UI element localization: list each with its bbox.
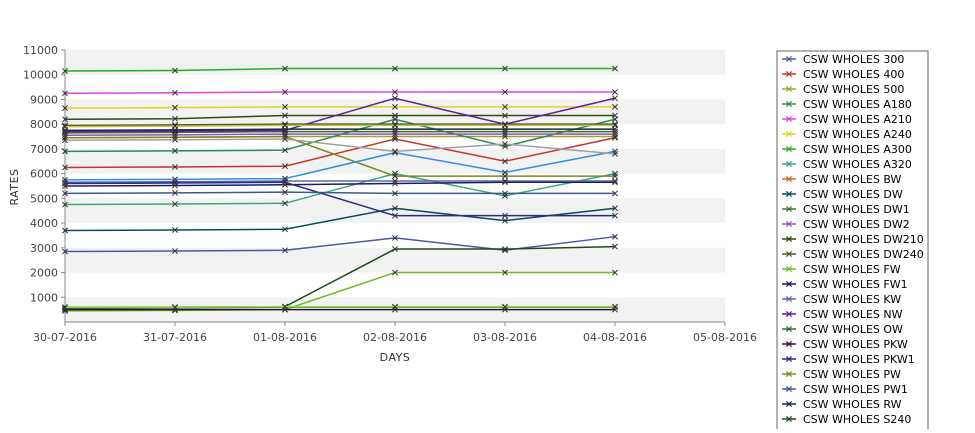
legend-label: CSW WHOLES A210 (803, 113, 912, 126)
legend-label: CSW WHOLES A180 (803, 98, 912, 111)
legend-label: CSW WHOLES KW (803, 293, 901, 306)
series-line (65, 129, 615, 130)
legend-label: CSW WHOLES DW2 (803, 218, 910, 231)
y-tick-label: 8000 (30, 118, 58, 131)
legend-label: CSW WHOLES DW1 (803, 203, 910, 216)
legend-label: CSW WHOLES A240 (803, 128, 912, 141)
x-tick-label: 30-07-2016 (33, 331, 97, 344)
legend-label: CSW WHOLES FW (803, 263, 901, 276)
y-tick-label: 7000 (30, 143, 58, 156)
y-tick-label: 11000 (23, 44, 58, 57)
legend-label: CSW WHOLES PKW (803, 338, 908, 351)
legend-label: CSW WHOLES 500 (803, 83, 904, 96)
y-tick-label: 4000 (30, 217, 58, 230)
legend-label: CSW WHOLES OW (803, 323, 903, 336)
legend-label: CSW WHOLES 300 (803, 53, 904, 66)
x-tick-label: 03-08-2016 (473, 331, 537, 344)
legend-label: CSW WHOLES DW210 (803, 233, 924, 246)
legend-label: CSW WHOLES DW (803, 188, 903, 201)
series-line (65, 92, 615, 93)
y-tick-label: 1000 (30, 291, 58, 304)
legend-label: CSW WHOLES PW (803, 368, 901, 381)
y-tick-label: 5000 (30, 192, 58, 205)
legend-label: CSW WHOLES PKW1 (803, 353, 915, 366)
y-tick-label: 3000 (30, 242, 58, 255)
grid-band (65, 198, 725, 223)
legend: CSW WHOLES 300 CSW WHOLES 400 CSW WHOLES 5… (777, 51, 928, 429)
legend-label: CSW WHOLES FW1 (803, 278, 908, 291)
x-tick-label: 04-08-2016 (583, 331, 647, 344)
legend-label: CSW WHOLES PW1 (803, 383, 908, 396)
y-tick-label: 9000 (30, 93, 58, 106)
legend-label: CSW WHOLES BW (803, 173, 902, 186)
x-tick-label: 05-08-2016 (693, 331, 757, 344)
y-tick-label: 2000 (30, 267, 58, 280)
y-axis-title: RATES (8, 168, 21, 205)
grid-band (65, 99, 725, 124)
series-line (65, 192, 615, 193)
legend-label: CSW WHOLES A300 (803, 143, 912, 156)
legend-label: CSW WHOLES NW (803, 308, 903, 321)
legend-label: CSW WHOLES A320 (803, 158, 912, 171)
series-line (65, 125, 615, 126)
legend-label: CSW WHOLES DW240 (803, 248, 924, 261)
y-tick-label: 10000 (23, 69, 58, 82)
x-axis-title: DAYS (380, 351, 411, 364)
legend-label: CSW WHOLES 400 (803, 68, 904, 81)
x-tick-label: 02-08-2016 (363, 331, 427, 344)
x-tick-label: 01-08-2016 (253, 331, 317, 344)
x-tick-label: 31-07-2016 (143, 331, 207, 344)
legend-label: CSW WHOLES S240 (803, 413, 911, 426)
legend-label: CSW WHOLES RW (803, 398, 902, 411)
y-tick-label: 6000 (30, 168, 58, 181)
